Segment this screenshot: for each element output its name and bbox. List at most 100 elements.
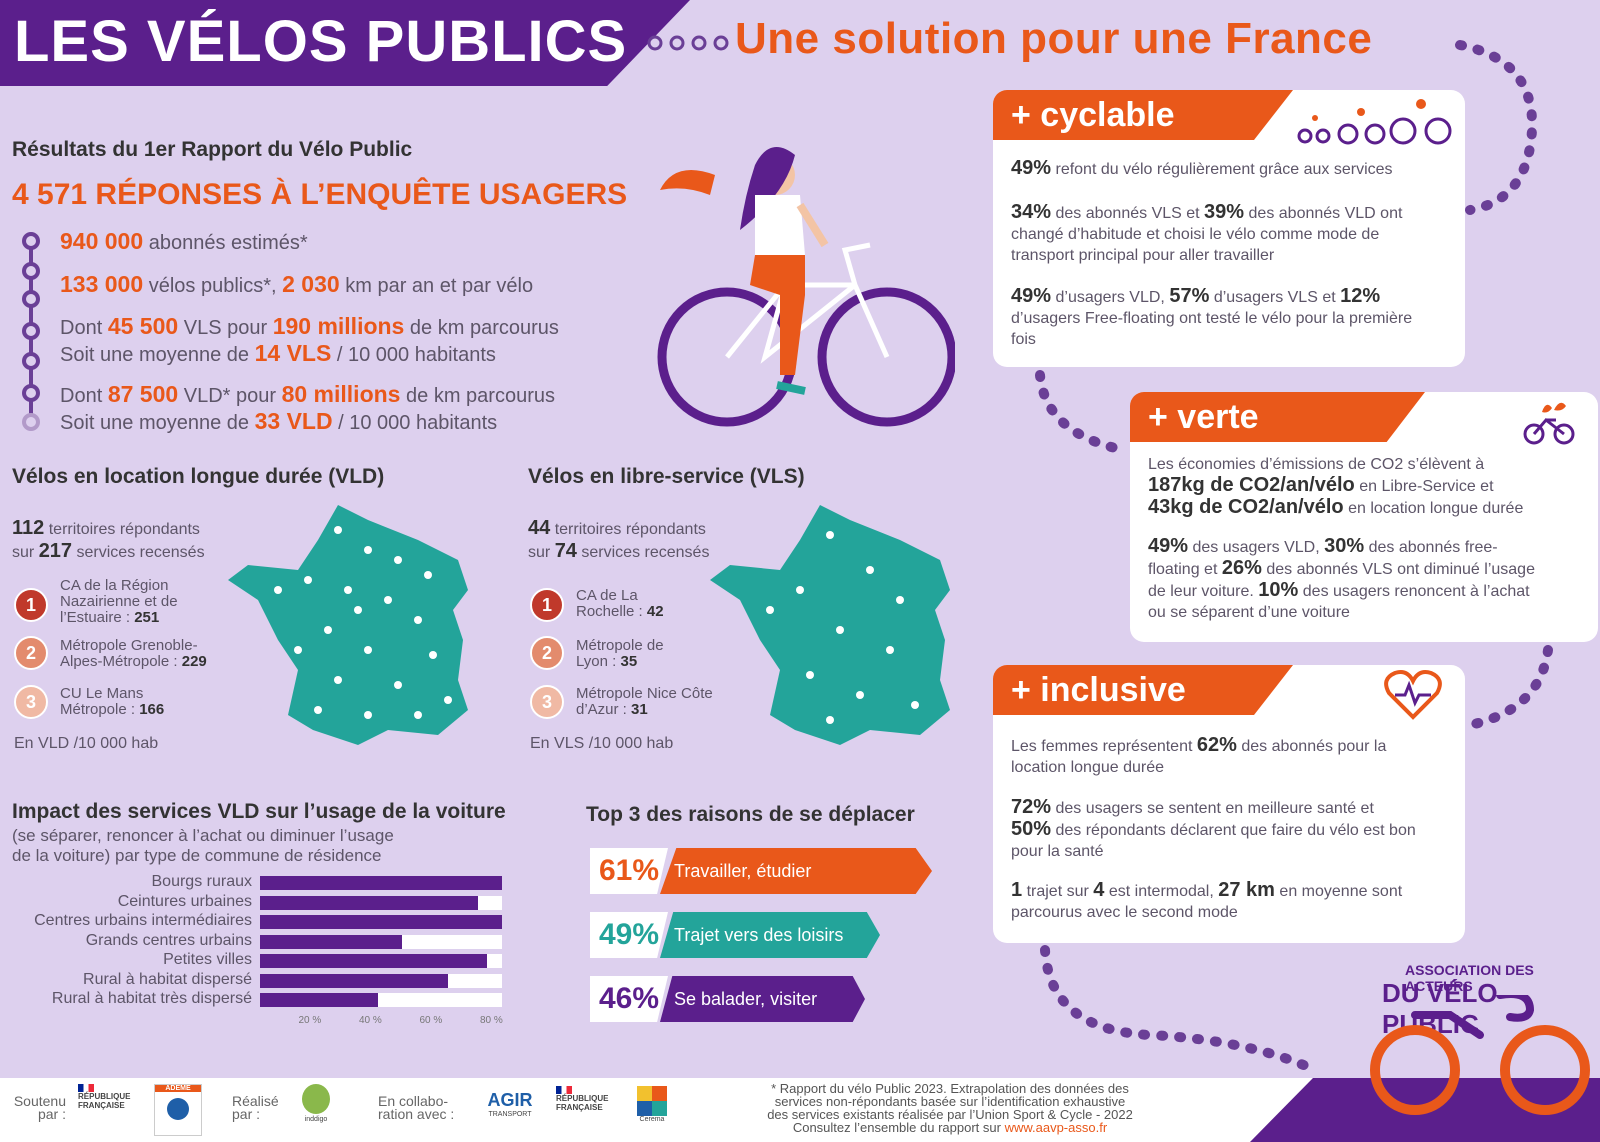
heart-pulse-icon [1384,670,1442,720]
bar-track [260,954,502,968]
vls-rank-3: Métropole Nice Côte d’Azur : 31 [576,685,713,718]
reason-label: Trajet vers des loisirs [660,912,880,958]
chain-decoration [1040,945,1320,1075]
stat-vld-average: Soit une moyenne de 33 VLD / 10 000 habi… [60,408,498,434]
bar [260,954,487,968]
logo-cerema: Cerema [628,1086,676,1136]
chain-dot [22,384,40,402]
footnote: * Rapport du vélo Public 2023. Extrapola… [767,1081,1133,1135]
vls-services: sur 74 services recensés [528,540,710,562]
footer-collab-label: En collabo-ration avec : [378,1093,455,1122]
chart-subtitle-line: de la voiture) par type de commune de ré… [12,846,382,865]
bar [260,895,478,910]
rank-badge-2: 2 [530,636,564,670]
chart-title: Impact des services VLD sur l’usage de l… [12,800,506,823]
title-banner [0,0,690,86]
reason-percent: 61% [590,848,668,894]
cyclable-p1: 49% refont du vélo régulièrement grâce a… [1011,157,1393,179]
association-name: DU VÉLO PUBLIC [1382,978,1498,1039]
vls-heading: Vélos en libre-service (VLS) [528,465,805,488]
bar-category-label: Rural à habitat dispersé [83,970,252,988]
vld-rank-3: CU Le Mans Métropole : 166 [60,685,165,718]
rank-badge-2: 2 [14,636,48,670]
logo-inddigo: inddigo [293,1082,339,1134]
report-link[interactable]: www.aavp-asso.fr [1004,1120,1108,1135]
vls-rank-1: CA de La Rochelle : 42 [576,587,664,620]
vld-heading: Vélos en location longue durée (VLD) [12,465,385,488]
rank-badge-3: 3 [14,685,48,719]
chain-dot [22,413,40,431]
x-tick-label: 20 % [298,1014,322,1026]
rank-badge-1: 1 [530,588,564,622]
card-inclusive: + inclusive Les femmes représentent 62% … [993,665,1465,943]
chain-dot [22,352,40,370]
logo-agir: AGIR TRANSPORT [487,1090,533,1118]
stat-vld: Dont 87 500 VLD* pour 80 millions de km … [60,381,555,407]
footer-supported-label: Soutenu par : [13,1093,66,1122]
report-title: Résultats du 1er Rapport du Vélo Public [12,138,413,161]
x-tick-label: 40 % [359,1014,382,1026]
bar-category-label: Ceintures urbaines [117,892,252,910]
bikes-icon [1297,99,1452,145]
bar-category-label: Centres urbains intermédiaires [34,912,252,929]
page-title: LES VÉLOS PUBLICS [14,9,628,74]
bar [260,915,502,929]
chain-dot [22,262,40,280]
reason-label: Travailler, étudier [660,848,932,894]
inclusive-p3: 1 trajet sur 4 est intermodal, 27 km en … [1011,879,1403,922]
vls-rank-2: Métropole de Lyon : 35 [576,637,664,670]
vls-territories: 44 territoires répondants [528,517,706,539]
stat-vls: Dont 45 500 VLS pour 190 millions de km … [60,313,559,339]
bar [260,973,448,988]
bar-category-label: Grands centres urbains [85,931,252,949]
logo-ademe: ADEME [154,1084,202,1136]
page-subtitle: Une solution pour une France [735,14,1373,63]
reasons-title: Top 3 des raisons de se déplacer [586,803,915,826]
france-map-vld [228,505,468,745]
inclusive-p1: Les femmes représentent 62% des abonnés … [1011,734,1387,777]
bar [260,876,502,890]
france-map-vls [710,505,950,745]
bar-category-label: Bourgs ruraux [151,873,253,890]
bar-track [260,915,502,929]
association-name-top: ASSOCIATION DES ACTEURS [1405,962,1534,994]
bar-track [260,973,502,988]
inclusive-p2: 72% des usagers se sentent en meilleure … [1011,796,1416,861]
stat-bikes: 133 000 vélos publics*, 2 030 km par an … [60,271,534,297]
bar-track [260,993,502,1007]
vld-rank-2: Métropole Grenoble-Alpes-Métropole : 229 [60,637,207,670]
chart-subtitle-line: (se séparer, renoncer à l’achat ou dimin… [12,826,394,845]
rank-badge-3: 3 [530,685,564,719]
stat-subscribers: 940 000 abonnés estimés* [60,228,308,254]
chain-decoration [1465,645,1553,730]
card-tab-inclusive: + inclusive [993,665,1293,715]
vld-per-hab: En VLD /10 000 hab [14,735,159,752]
logo-republique-francaise: RÉPUBLIQUE FRANÇAISE [78,1084,142,1130]
verte-p1: Les économies d’émissions de CO2 s’élève… [1148,456,1524,518]
reason-percent: 46% [590,976,668,1022]
bar-track [260,895,502,910]
vld-services: sur 217 services recensés [12,540,205,562]
card-tab-cyclable: + cyclable [993,90,1293,140]
bar [260,993,378,1007]
chain-decoration [1035,370,1120,453]
bar-track [260,934,502,949]
card-cyclable: + cyclable 49% refont du vélo régulièrem… [993,90,1465,367]
verte-p2: 49% des usagers VLD, 30% des abonnés fre… [1148,535,1535,622]
association-bike-logo [1370,995,1590,1115]
bar [260,934,403,949]
reason-percent: 49% [590,912,668,958]
reason-label: Se balader, visiter [660,976,865,1022]
cyclable-p3: 49% d’usagers VLD, 57% d’usagers VLS et … [1011,285,1413,349]
rank-badge-1: 1 [14,588,48,622]
stat-vls-average: Soit une moyenne de 14 VLS / 10 000 habi… [60,340,496,366]
chain-decoration-right [1455,40,1538,215]
bar-track [260,876,502,890]
logo-republique-francaise: RÉPUBLIQUE FRANÇAISE [556,1086,618,1132]
cyclable-p2: 34% des abonnés VLS et 39% des abonnés V… [1011,201,1403,265]
chain-decoration [647,35,729,51]
vls-per-hab: En VLS /10 000 hab [530,735,674,752]
card-tab-verte: + verte [1130,392,1425,442]
bar-category-label: Petites villes [163,951,252,968]
card-verte: + verte Les économies d’émissions de CO2… [1130,392,1598,642]
